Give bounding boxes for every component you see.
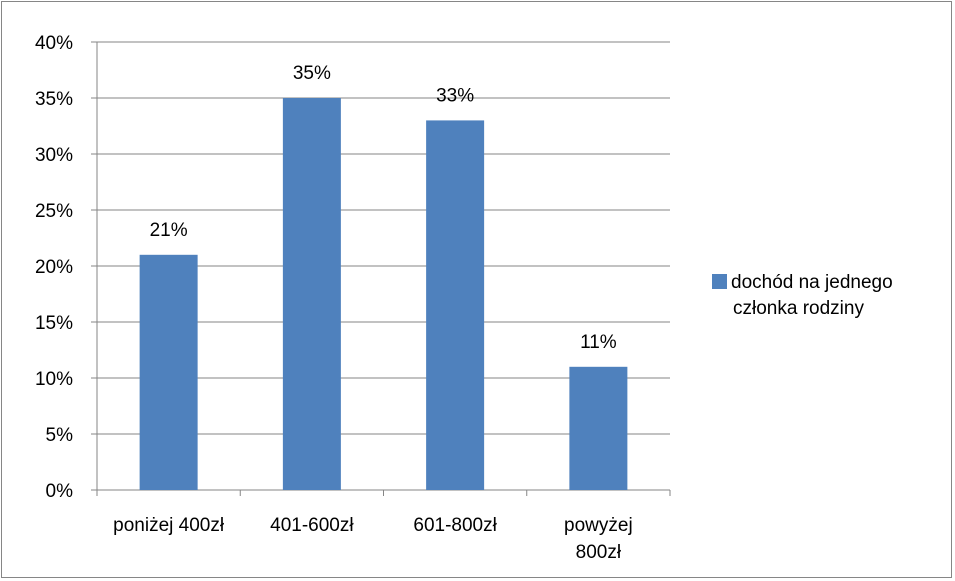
y-tick-label: 20%	[35, 257, 73, 278]
y-tick-label: 35%	[35, 89, 73, 110]
bar	[282, 98, 341, 490]
y-tick-label: 0%	[46, 481, 74, 502]
x-tick-label: 401-600zł	[270, 515, 354, 536]
y-tick-label: 10%	[35, 369, 73, 390]
legend-swatch	[712, 274, 727, 289]
bar	[569, 366, 628, 490]
y-tick-label: 5%	[46, 425, 74, 446]
x-tick-label: poniżej 400zł	[113, 515, 225, 536]
bar	[139, 254, 198, 490]
y-tick-label: 15%	[35, 313, 73, 334]
legend: dochód na jednego członka rodziny	[712, 270, 952, 322]
data-label: 21%	[150, 220, 188, 241]
legend-text-1: dochód na jednego	[731, 272, 893, 293]
data-label: 11%	[580, 332, 617, 353]
y-tick-label: 30%	[35, 145, 73, 166]
legend-line-2: członka rodziny	[733, 298, 864, 319]
x-tick-label: 601-800zł	[413, 515, 497, 536]
bar	[426, 120, 485, 491]
x-tick-label: powyżej	[564, 515, 633, 536]
legend-line-1: dochód na jednego	[712, 270, 952, 296]
y-tick-label: 40%	[35, 33, 73, 54]
data-label: 33%	[436, 85, 474, 106]
data-label: 35%	[293, 63, 331, 84]
x-tick-label: 800zł	[576, 542, 622, 563]
y-tick-label: 25%	[35, 201, 73, 222]
